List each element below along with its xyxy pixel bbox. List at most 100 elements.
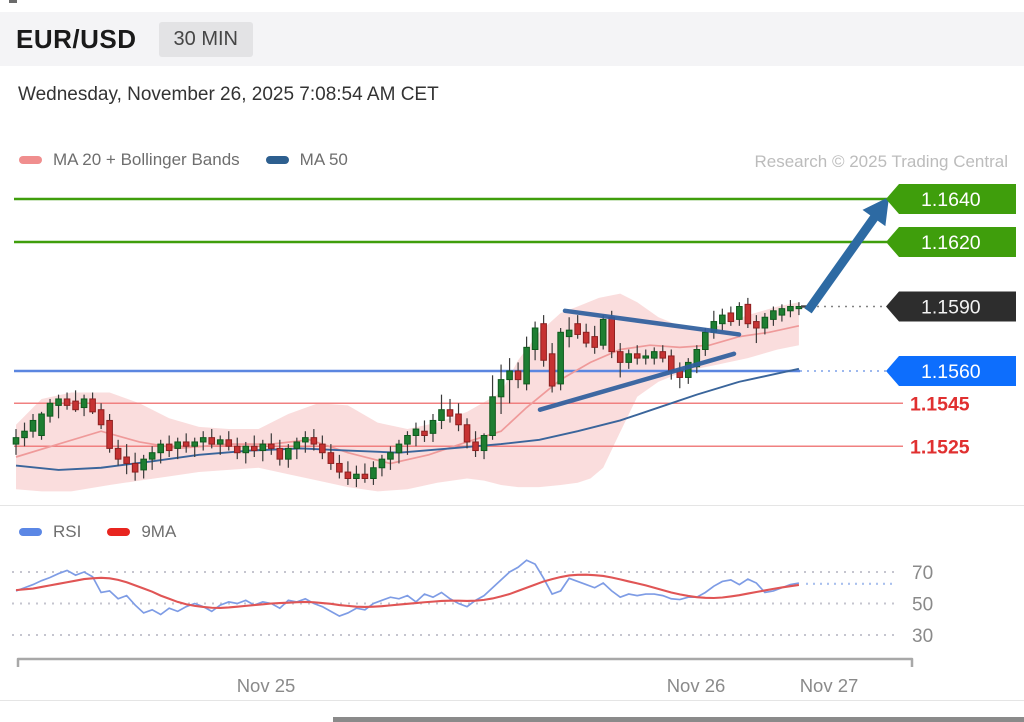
candle-body — [727, 312, 735, 323]
candle-body — [123, 456, 130, 464]
nine-ma-swatch-icon — [107, 528, 131, 536]
xaxis-label-nov-26: Nov 26 — [667, 675, 726, 696]
candle-body — [523, 346, 530, 385]
candle-body — [702, 331, 709, 350]
candle-body — [182, 441, 190, 447]
candle-body — [336, 462, 343, 473]
candle-body — [327, 452, 335, 464]
legend-item-9ma: 9MA — [107, 522, 176, 542]
price-badge-label: 1.1620 — [921, 232, 981, 254]
price-level-label: 1.1545 — [910, 393, 970, 415]
price-badge-1.1620 — [886, 227, 1016, 257]
rsi-legend: RSI 9MA — [19, 522, 176, 542]
candle-body — [421, 430, 428, 437]
candle-body — [285, 447, 292, 460]
ma20-bollinger-swatch-icon — [19, 156, 42, 164]
candle-body — [770, 310, 777, 320]
candle-body — [463, 424, 471, 443]
candle-body — [131, 462, 139, 473]
candle-body — [55, 398, 62, 406]
ma50-swatch-icon — [265, 156, 289, 164]
price-level-label: 1.1525 — [910, 436, 970, 458]
candle-body — [497, 379, 505, 398]
candle-body — [719, 314, 726, 325]
research-credit: Research © 2025 Trading Central — [754, 152, 1009, 171]
candle-body — [744, 303, 752, 325]
legend-item-rsi: RSI — [19, 522, 81, 542]
price-badge-1.1560 — [886, 356, 1016, 386]
candle-body — [591, 336, 598, 348]
candle-body — [625, 353, 633, 363]
candle-body — [191, 441, 199, 447]
candle-body — [565, 329, 573, 338]
candle-body — [616, 351, 624, 363]
rsi-9ma-line — [15, 573, 800, 609]
candle-body — [268, 443, 275, 449]
candle-body — [319, 443, 326, 454]
candle-body — [438, 409, 445, 421]
candle-body — [242, 445, 250, 454]
candle-body — [72, 400, 79, 411]
rsi-tick-label: 30 — [912, 626, 933, 647]
candle-body — [157, 443, 164, 454]
price-badge-label: 1.1640 — [921, 189, 981, 211]
candle-body — [489, 396, 496, 436]
candle-body — [174, 441, 181, 449]
candle-body — [114, 447, 122, 460]
bollinger-band-area — [16, 293, 799, 492]
candle-body — [412, 428, 420, 436]
candle-body — [761, 316, 769, 329]
candle-body — [276, 447, 284, 460]
horizontal-scrollbar[interactable] — [333, 717, 1024, 722]
candle-body — [216, 439, 224, 445]
candle-body — [21, 430, 28, 439]
legend-item-ma50: MA 50 — [265, 150, 348, 170]
legend-item-ma20-bollinger: MA 20 + Bollinger Bands — [19, 150, 240, 170]
trendline-support — [537, 351, 737, 412]
candle-body — [12, 437, 20, 445]
legend-label: MA 20 + Bollinger Bands — [53, 150, 240, 169]
symbol-title: EUR/USD — [16, 23, 137, 54]
candle-body — [514, 370, 522, 381]
candle-body — [89, 398, 96, 413]
candle-body — [540, 323, 547, 361]
legend-label: 9MA — [141, 522, 177, 541]
candle-body — [259, 443, 267, 452]
candle-body — [455, 413, 462, 426]
candle-body — [353, 473, 360, 480]
candle-body — [293, 441, 301, 449]
candle-body — [787, 306, 794, 312]
candle-body — [574, 323, 581, 335]
rsi-tick-label: 70 — [912, 563, 933, 584]
candle-body — [387, 452, 394, 460]
panel-divider — [0, 505, 1024, 506]
price-badge-label: 1.1560 — [921, 361, 981, 383]
candle-body — [97, 409, 105, 426]
candle-body — [599, 318, 607, 346]
candle-body — [667, 355, 675, 372]
bottom-divider — [0, 700, 1024, 701]
xaxis-label-nov-27: Nov 27 — [800, 675, 859, 696]
candle-body — [46, 402, 54, 417]
main-chart-legend: MA 20 + Bollinger Bands MA 50 — [19, 150, 348, 170]
candle-body — [106, 419, 113, 449]
rsi-swatch-icon — [19, 528, 42, 536]
candle-body — [225, 439, 233, 447]
up-arrow-icon — [862, 196, 889, 227]
xaxis-bracket — [16, 657, 914, 667]
candle-body — [642, 355, 650, 359]
projection-arrow-shaft — [804, 212, 880, 314]
candle-body — [361, 473, 369, 480]
candle-body — [557, 331, 564, 385]
candle-body — [608, 316, 616, 353]
candle-body — [148, 452, 156, 460]
legend-label: RSI — [53, 522, 82, 541]
candle-body — [208, 437, 216, 445]
chart-datetime: Wednesday, November 26, 2025 7:08:54 AM … — [18, 84, 439, 105]
candle-body — [344, 471, 352, 479]
candle-body — [778, 308, 786, 316]
candle-body — [446, 409, 454, 417]
candle-body — [548, 353, 556, 387]
